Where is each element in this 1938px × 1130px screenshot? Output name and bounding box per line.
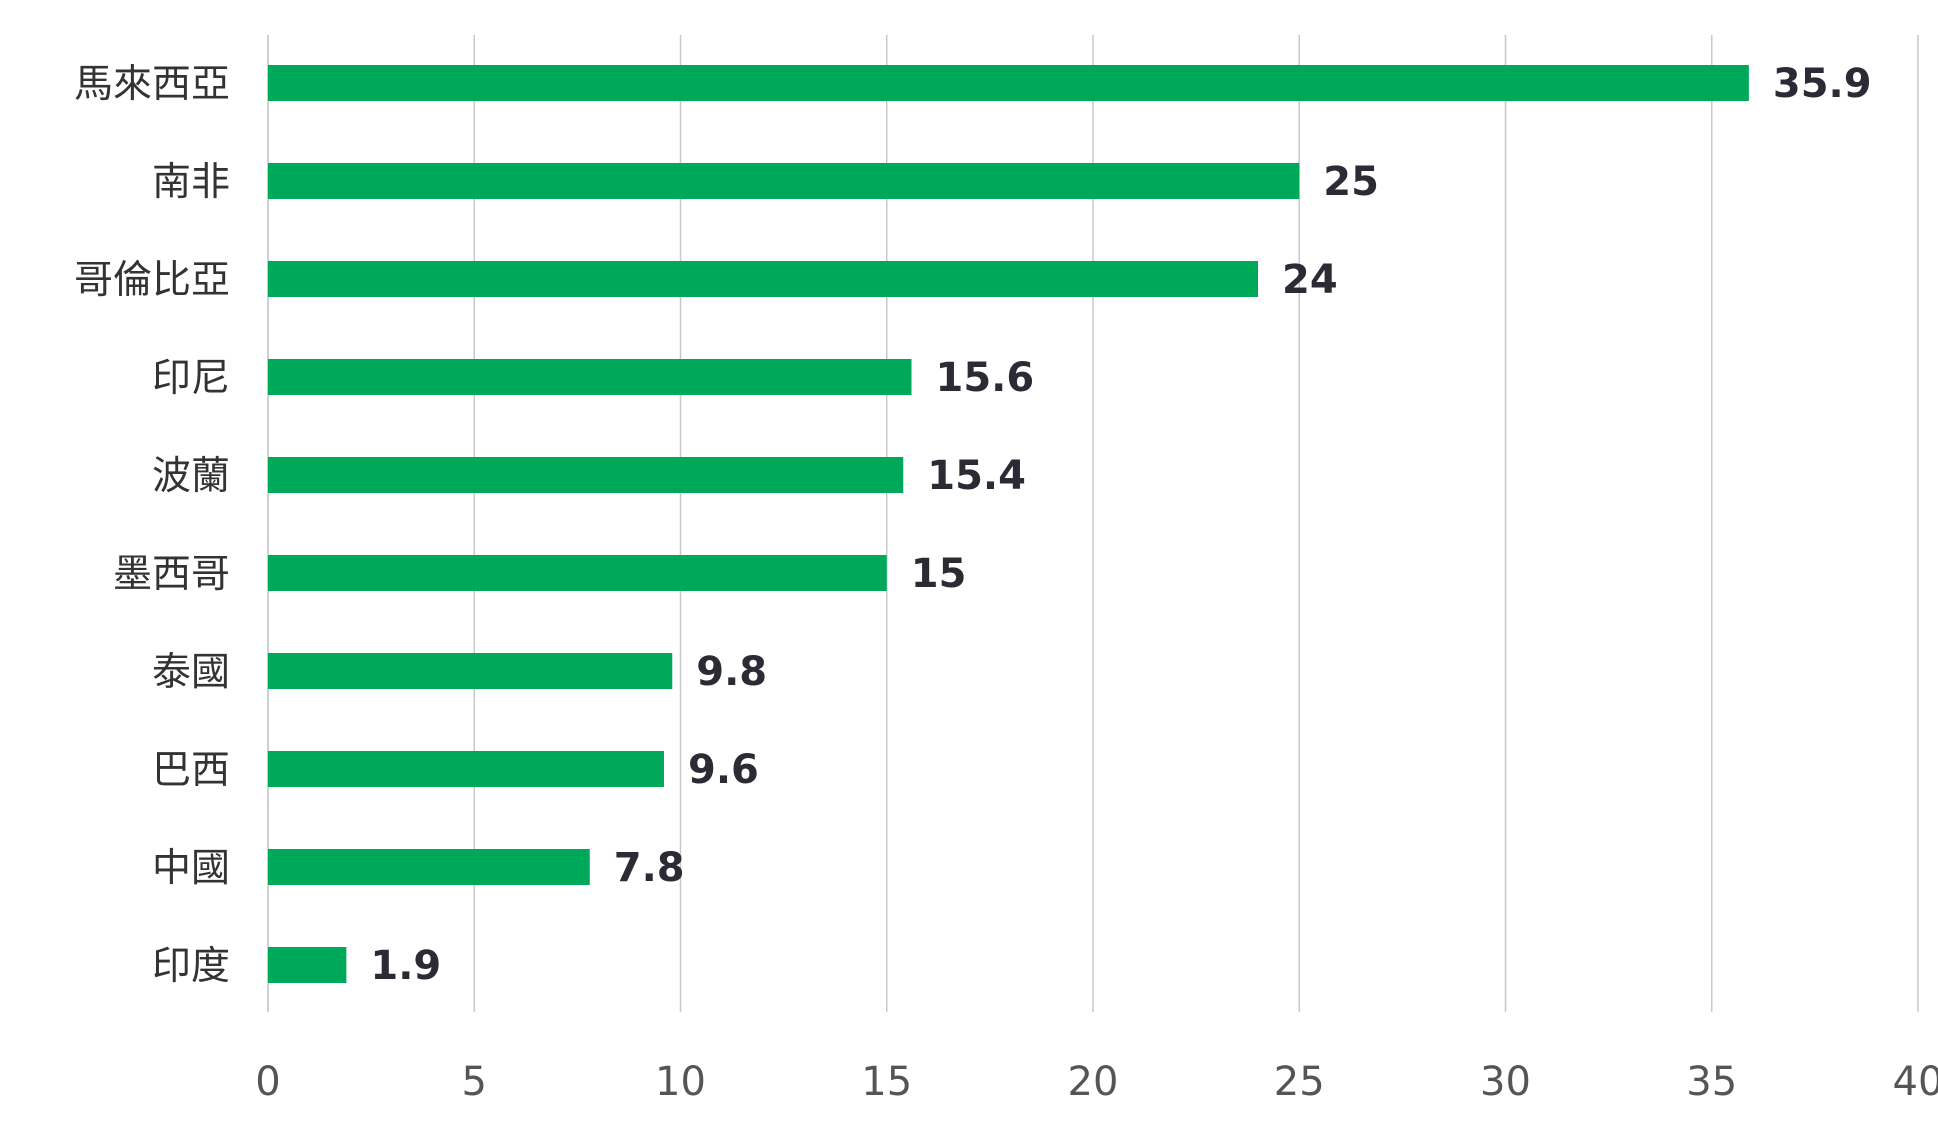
bar [268,457,904,493]
x-tick-label: 40 [1893,1059,1938,1105]
x-tick-label: 0 [255,1059,280,1105]
bar [268,163,1300,199]
bar [268,65,1749,101]
data-label: 24 [1282,257,1338,303]
category-label: 巴西 [152,748,230,793]
data-label: 35.9 [1773,61,1872,107]
category-label: 泰國 [152,650,230,695]
x-tick-label: 25 [1274,1059,1325,1105]
bars [268,65,1749,983]
bar [268,359,912,395]
category-label: 哥倫比亞 [74,258,230,303]
data-label: 15 [911,551,967,597]
x-axis-ticks: 0 5 10 15 20 25 30 35 40 [255,1059,1938,1105]
data-label: 25 [1323,159,1379,205]
category-label: 印度 [152,944,230,989]
category-label: 墨西哥 [113,552,230,597]
category-label: 波蘭 [152,454,230,499]
bar [268,261,1258,297]
x-tick-label: 15 [861,1059,912,1105]
data-label: 9.6 [688,747,759,793]
bar [268,653,673,689]
x-tick-label: 10 [655,1059,706,1105]
x-tick-label: 20 [1068,1059,1119,1105]
data-label: 9.8 [696,649,767,695]
x-tick-label: 30 [1480,1059,1531,1105]
value-labels: 35.9 25 24 15.6 15.4 15 9.8 9.6 7.8 1.9 [370,61,1871,989]
category-label: 馬來西亞 [74,62,230,107]
data-label: 1.9 [370,943,441,989]
data-label: 15.6 [936,355,1035,401]
bar [268,555,887,591]
category-label: 南非 [152,160,230,205]
category-label: 印尼 [152,356,230,401]
x-tick-label: 35 [1686,1059,1737,1105]
category-label: 中國 [152,846,230,891]
bar [268,751,664,787]
data-label: 15.4 [927,453,1026,499]
bar [268,947,347,983]
x-tick-label: 5 [462,1059,487,1105]
bar [268,849,590,885]
data-label: 7.8 [614,845,685,891]
